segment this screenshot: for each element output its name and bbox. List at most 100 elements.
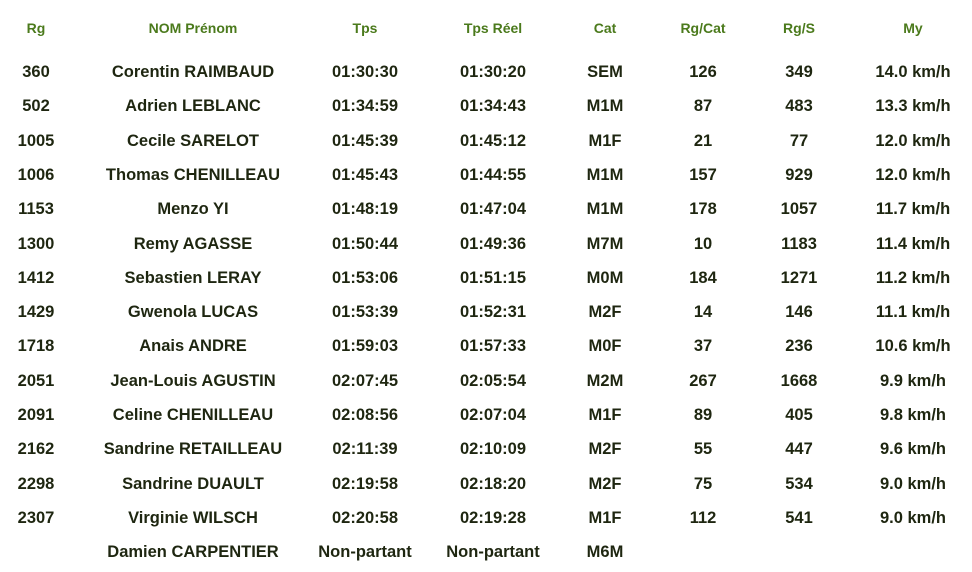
cell-rank-sex: 1271 [780, 268, 818, 287]
cell-rank-sex: 77 [789, 131, 809, 150]
cell-name: Remy AGASSE [133, 234, 253, 253]
cell-rank-sex: 1183 [781, 234, 817, 253]
cell-name: Cecile SARELOT [126, 131, 260, 150]
cell-real-time: 01:47:04 [459, 200, 527, 219]
cell-real-time: 02:19:28 [459, 508, 527, 527]
cell-category: M0F [588, 337, 622, 356]
cell-rank: 1718 [17, 337, 55, 356]
cell-rank-category: 75 [693, 474, 713, 493]
cell-rank-sex: 483 [785, 97, 813, 116]
cell-category: M2F [588, 440, 622, 459]
cell-rank-category: 89 [693, 406, 713, 424]
cell-real-time: 01:51:15 [459, 268, 527, 287]
cell-rank-category: 87 [693, 97, 713, 116]
cell-name: Adrien LEBLANC [125, 97, 261, 116]
cell-real-time: 02:18:20 [459, 474, 527, 493]
cell-rank: 2307 [17, 508, 55, 527]
header-time: Tps [352, 20, 378, 36]
cell-rank-sex: 447 [785, 440, 813, 459]
cell-rank-sex: 405 [785, 406, 813, 424]
cell-real-time: 01:30:20 [459, 63, 527, 81]
cell-name: Thomas CHENILLEAU [105, 165, 281, 184]
cell-name: Anais ANDRE [139, 337, 247, 356]
cell-rank-category: 112 [689, 508, 717, 527]
cell-category: M1M [586, 165, 624, 184]
cell-rank-category: 10 [693, 234, 713, 253]
cell-real-time: 01:44:55 [459, 165, 527, 184]
cell-category: SEM [587, 63, 623, 81]
cell-name: Jean-Louis AGUSTIN [110, 371, 276, 390]
cell-category: M6M [586, 543, 624, 562]
cell-category: M0M [586, 268, 624, 287]
cell-rank-category: 184 [689, 268, 717, 287]
cell-time: 02:19:58 [331, 474, 399, 493]
cell-rank-sex: 146 [785, 303, 813, 322]
cell-time: 02:07:45 [331, 371, 399, 390]
cell-speed: 9.0 km/h [879, 508, 947, 527]
cell-speed: 10.6 km/h [875, 337, 951, 356]
cell-rank: 1005 [17, 131, 55, 150]
cell-time: 02:20:58 [331, 508, 399, 527]
table-row: 360 Corentin RAIMBAUD 01:30:30 01:30:20 SEM 1… [0, 57, 972, 87]
cell-rank-sex: 1057 [780, 200, 818, 219]
cell-rank-category: 126 [689, 63, 717, 81]
cell-name: Celine CHENILLEAU [112, 406, 274, 424]
cell-real-time: 01:49:36 [459, 234, 527, 253]
cell-rank-category: 21 [693, 131, 713, 150]
header-real-time: Tps Réel [463, 20, 523, 36]
table-row: 1153 Menzo YI 01:48:19 01:47:04 M1M 178 1057 11… [0, 194, 972, 224]
table-row: 1412 Sebastien LERAY 01:53:06 01:51:15 M0M 18… [0, 263, 972, 293]
header-rank-category: Rg/Cat [680, 20, 726, 36]
header-rank: Rg [26, 20, 46, 36]
cell-speed: 9.8 km/h [879, 406, 947, 424]
cell-real-time: 02:07:04 [459, 406, 527, 424]
cell-rank: 2091 [17, 406, 55, 424]
cell-real-time: 01:34:43 [459, 97, 527, 116]
cell-category: M2M [586, 371, 624, 390]
cell-rank-category: 157 [689, 165, 717, 184]
cell-time: 01:53:06 [331, 268, 399, 287]
cell-speed: 11.1 km/h [875, 303, 951, 322]
cell-category: M1M [586, 97, 624, 116]
cell-category: M1F [588, 406, 622, 424]
cell-real-time: 01:52:31 [459, 303, 527, 322]
cell-time: Non-partant [318, 543, 412, 562]
cell-rank-sex: 929 [785, 165, 813, 184]
cell-rank: 1300 [17, 234, 55, 253]
cell-speed: 14.0 km/h [875, 63, 951, 81]
cell-rank: 360 [22, 63, 50, 81]
cell-rank-category: 14 [693, 303, 713, 322]
cell-time: 02:11:39 [332, 440, 398, 459]
cell-category: M2F [588, 474, 622, 493]
cell-rank: 502 [22, 97, 50, 116]
cell-real-time: 02:05:54 [459, 371, 527, 390]
cell-speed: 12.0 km/h [875, 131, 951, 150]
cell-name: Menzo YI [157, 200, 229, 219]
cell-name: Corentin RAIMBAUD [111, 63, 275, 81]
cell-rank: 1006 [17, 165, 55, 184]
table-row: 1006 Thomas CHENILLEAU 01:45:43 01:44:55 M1M… [0, 160, 972, 190]
cell-rank-sex: 349 [785, 63, 813, 81]
cell-rank-category: 267 [689, 371, 717, 390]
cell-category: M7M [586, 234, 624, 253]
cell-name: Gwenola LUCAS [127, 303, 259, 322]
cell-speed: 11.2 km/h [875, 268, 951, 287]
cell-rank: 2298 [17, 474, 55, 493]
cell-rank-sex: 236 [785, 337, 813, 356]
cell-speed: 13.3 km/h [875, 97, 951, 116]
table-row: 1429 Gwenola LUCAS 01:53:39 01:52:31 M2F 14 14… [0, 297, 972, 327]
cell-name: Sebastien LERAY [124, 268, 262, 287]
cell-rank: 1412 [17, 268, 55, 287]
table-row: 1718 Anais ANDRE 01:59:03 01:57:33 M0F 37 236 1… [0, 331, 972, 361]
table-row: 2298 Sandrine DUAULT 02:19:58 02:18:20 M2F 75… [0, 469, 972, 499]
cell-time: 01:59:03 [331, 337, 399, 356]
cell-rank: 1153 [18, 200, 54, 219]
cell-name: Sandrine DUAULT [122, 474, 264, 493]
cell-real-time: Non-partant [446, 543, 540, 562]
cell-speed: 9.0 km/h [879, 474, 947, 493]
cell-rank-category: 37 [693, 337, 713, 356]
table-row: 2051 Jean-Louis AGUSTIN 02:07:45 02:05:54 M2… [0, 366, 972, 396]
cell-time: 01:45:39 [331, 131, 399, 150]
header-speed: My [903, 20, 923, 36]
cell-time: 01:48:19 [331, 200, 399, 219]
